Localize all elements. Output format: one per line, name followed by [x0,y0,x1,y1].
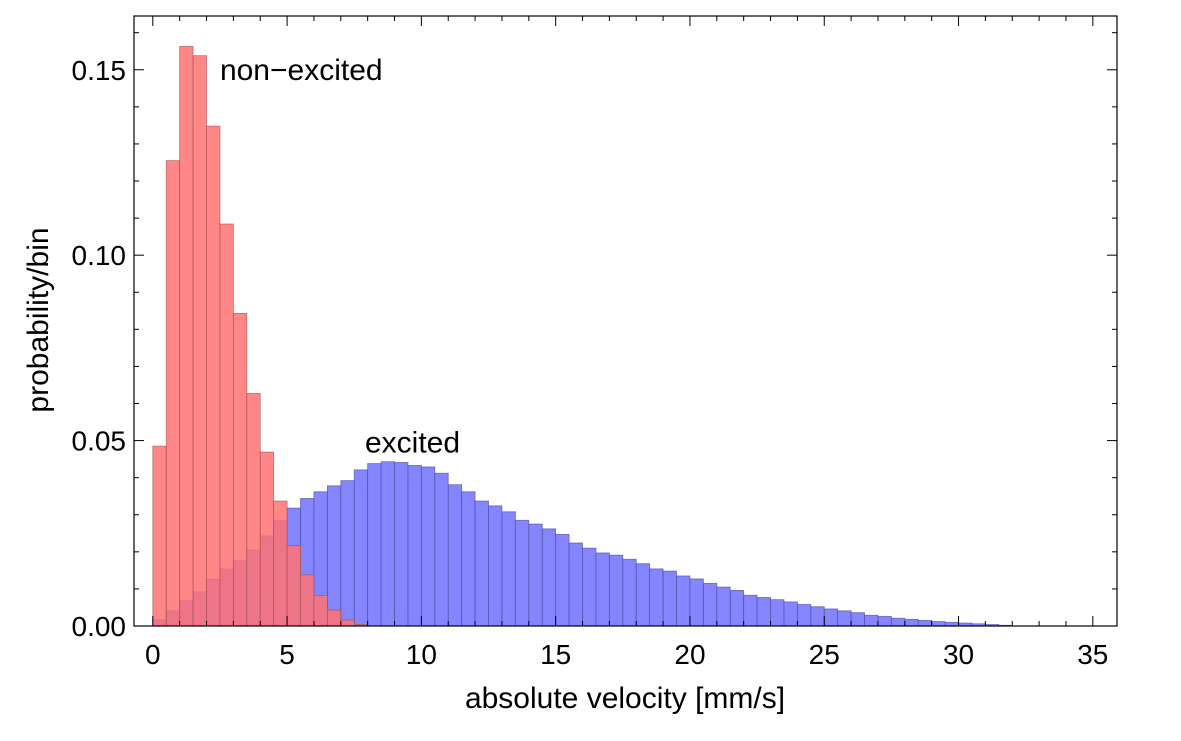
excited-bar [877,615,892,627]
non-excited-bar [246,393,261,627]
excited-bar [514,519,530,627]
excited-bar [890,617,906,627]
excited-bar [689,578,704,627]
x-tick-label: 20 [674,639,705,670]
excited-bar [608,554,624,627]
non-excited-bars [152,46,369,627]
excited-bar [622,558,637,627]
excited-bar [770,599,785,627]
excited-bar [461,491,476,627]
excited-bar [555,534,570,627]
excited-bar [595,552,610,627]
excited-bar [447,484,463,627]
excited-bar [394,462,409,627]
non-excited-bar [179,46,194,627]
excited-bar [837,610,852,627]
excited-bar [716,586,731,627]
excited-bar [380,461,395,627]
non-excited-bar [165,160,181,627]
x-tick-label: 10 [406,639,437,670]
axis-ticks [134,16,1117,627]
excited-bar [501,511,516,627]
non-excited-bar [273,500,288,627]
x-tick-label: 15 [540,639,571,670]
non-excited-bar [192,55,207,627]
series-annotation: excited [365,426,460,459]
non-excited-bar [232,312,248,627]
excited-bar [582,547,597,627]
x-axis-label: absolute velocity [mm/s] [465,682,785,715]
excited-bar [796,604,812,627]
non-excited-bar [313,595,328,627]
excited-bar [823,608,839,627]
excited-bar [931,621,946,627]
excited-bar [917,620,933,627]
excited-bar [850,612,865,627]
x-tick-label: 25 [809,639,840,670]
excited-bar [756,597,771,627]
non-excited-bar [206,125,221,627]
y-tick-label: 0.00 [72,611,127,642]
non-excited-bar [259,451,275,627]
excited-bar [904,618,919,627]
y-tick-label: 0.15 [72,55,127,86]
frame-rect [133,15,1118,627]
annotations: non−excited excited [220,54,460,460]
x-tick-label: 35 [1077,639,1108,670]
excited-bar [743,594,758,627]
x-tick-label: 5 [279,639,295,670]
excited-bar [702,582,718,627]
excited-bar [407,465,422,627]
excited-bar [635,563,651,627]
excited-bar [367,463,382,627]
x-tick-label: 0 [145,639,161,670]
non-excited-bar [326,609,342,627]
excited-bar [420,466,436,627]
y-tick-label: 0.05 [72,426,127,457]
excited-bar [810,606,825,627]
excited-bar [434,472,449,627]
excited-bar [340,480,355,627]
x-tick-label: 30 [943,639,974,670]
non-excited-bar [300,574,315,627]
excited-bar [649,568,664,627]
plot-frame [133,15,1118,627]
excited-bar [568,542,583,627]
excited-bar [676,575,691,627]
excited-bar [488,505,503,627]
excited-bar [864,614,879,627]
excited-bar [783,601,798,627]
series-annotation: non−excited [220,54,383,87]
non-excited-bar [152,445,167,627]
y-tick-label: 0.10 [72,240,127,271]
non-excited-bar [219,223,234,627]
excited-bar [541,528,557,627]
excited-bar [729,590,745,627]
excited-bar [326,485,342,627]
excited-bar [528,523,543,627]
y-axis-label: probability/bin [22,227,55,412]
excited-bar [474,500,489,627]
non-excited-bar [340,619,355,627]
non-excited-bar [286,545,301,627]
excited-bar [353,469,369,627]
tick-labels: 0 5 10 15 20 25 30 35 0.00 0.05 0.10 0.15 [72,55,1109,670]
excited-bar [662,570,677,627]
